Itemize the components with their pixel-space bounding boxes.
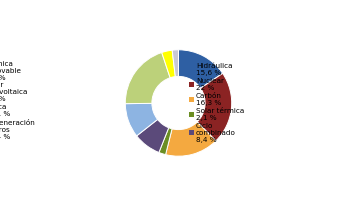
Wedge shape [178,50,223,88]
Wedge shape [136,119,169,152]
Wedge shape [125,103,158,136]
Legend: Térmica
renovable
1,9 %, Solar
fotovoltaica
3,2 %, Eólica
20,1 %, Cogeneración
y: Térmica renovable 1,9 %, Solar fotovolta… [0,61,35,140]
Wedge shape [172,50,178,77]
Wedge shape [197,73,232,141]
Wedge shape [159,128,172,155]
Wedge shape [125,53,170,104]
Wedge shape [166,122,216,156]
Wedge shape [162,50,175,78]
